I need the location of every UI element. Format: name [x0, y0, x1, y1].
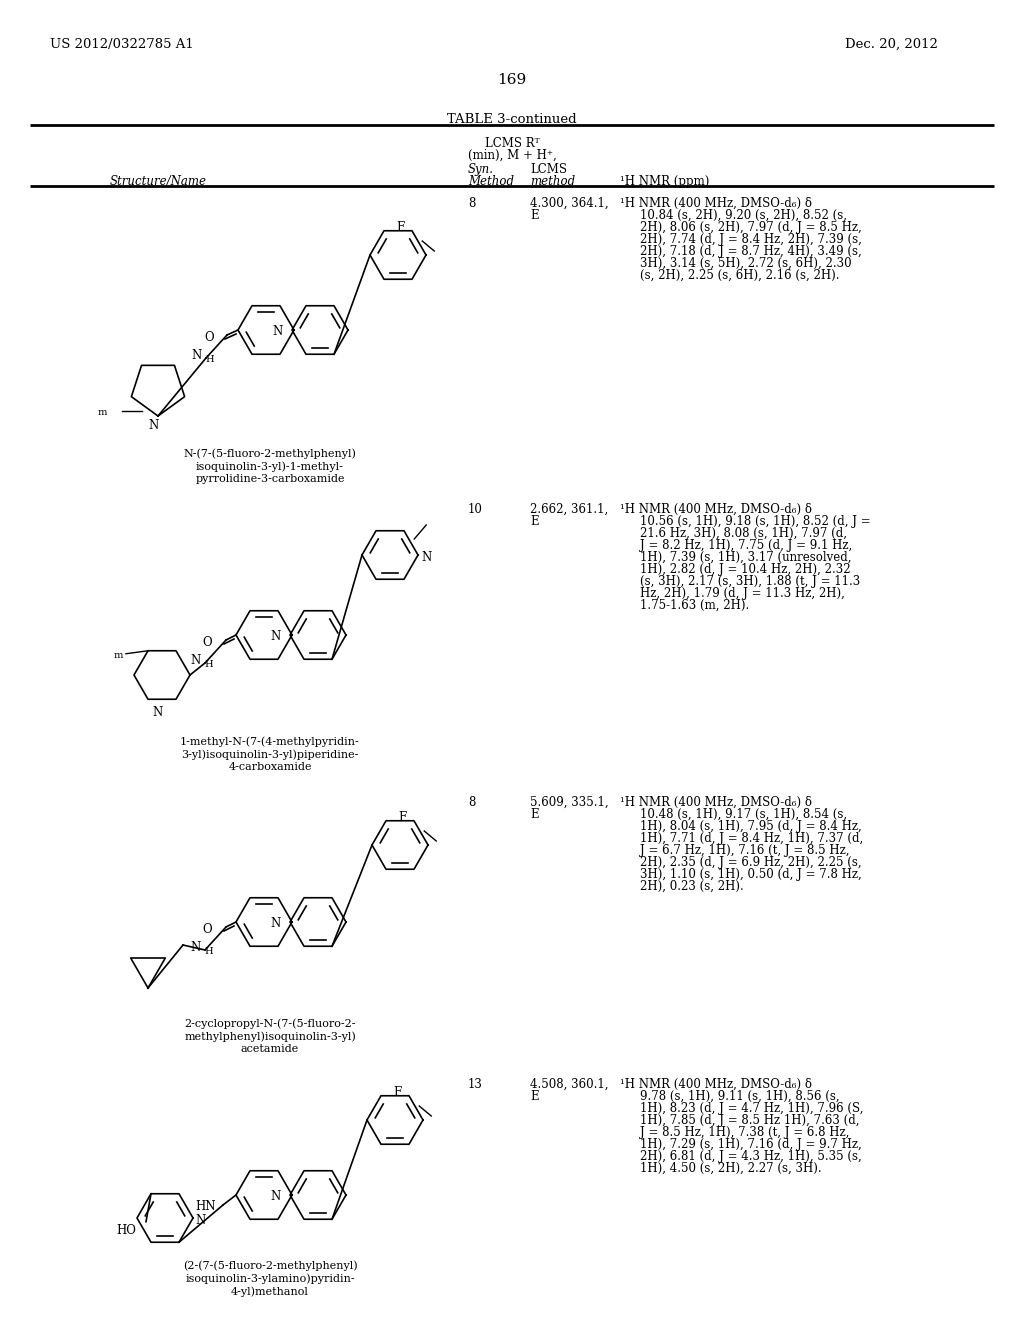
Text: isoquinolin-3-yl)-1-methyl-: isoquinolin-3-yl)-1-methyl- — [196, 461, 344, 471]
Text: F: F — [398, 810, 407, 824]
Text: N-(7-(5-fluoro-2-methylphenyl): N-(7-(5-fluoro-2-methylphenyl) — [183, 447, 356, 458]
Text: 4.508, 360.1,: 4.508, 360.1, — [530, 1078, 608, 1092]
Text: N: N — [271, 917, 282, 931]
Text: ¹H NMR (400 MHz, DMSO-d₆) δ: ¹H NMR (400 MHz, DMSO-d₆) δ — [620, 197, 812, 210]
Text: HO: HO — [116, 1224, 136, 1237]
Text: Syn.: Syn. — [468, 162, 494, 176]
Text: F: F — [393, 1086, 401, 1100]
Text: O: O — [203, 636, 212, 649]
Text: 2H), 7.18 (d, J = 8.7 Hz, 4H), 3.49 (s,: 2H), 7.18 (d, J = 8.7 Hz, 4H), 3.49 (s, — [640, 246, 862, 257]
Text: N: N — [195, 1214, 205, 1228]
Text: (s, 3H), 2.17 (s, 3H), 1.88 (t, J = 11.3: (s, 3H), 2.17 (s, 3H), 1.88 (t, J = 11.3 — [640, 576, 860, 587]
Text: N: N — [271, 630, 282, 643]
Text: N: N — [272, 325, 283, 338]
Text: 2H), 7.74 (d, J = 8.4 Hz, 2H), 7.39 (s,: 2H), 7.74 (d, J = 8.4 Hz, 2H), 7.39 (s, — [640, 234, 862, 246]
Text: N: N — [191, 348, 202, 362]
Text: H: H — [206, 355, 214, 364]
Text: H: H — [205, 660, 213, 669]
Text: 1H), 7.39 (s, 1H), 3.17 (unresolved,: 1H), 7.39 (s, 1H), 3.17 (unresolved, — [640, 550, 852, 564]
Text: ¹H NMR (400 MHz, DMSO-d₆) δ: ¹H NMR (400 MHz, DMSO-d₆) δ — [620, 503, 812, 516]
Text: 13: 13 — [468, 1078, 483, 1092]
Text: 2H), 2.35 (d, J = 6.9 Hz, 2H), 2.25 (s,: 2H), 2.35 (d, J = 6.9 Hz, 2H), 2.25 (s, — [640, 855, 861, 869]
Text: J = 8.5 Hz, 1H), 7.38 (t, J = 6.8 Hz,: J = 8.5 Hz, 1H), 7.38 (t, J = 6.8 Hz, — [640, 1126, 849, 1139]
Text: 1.75-1.63 (m, 2H).: 1.75-1.63 (m, 2H). — [640, 599, 750, 612]
Text: 9.78 (s, 1H), 9.11 (s, 1H), 8.56 (s,: 9.78 (s, 1H), 9.11 (s, 1H), 8.56 (s, — [640, 1090, 840, 1104]
Text: J = 6.7 Hz, 1H), 7.16 (t, J = 8.5 Hz,: J = 6.7 Hz, 1H), 7.16 (t, J = 8.5 Hz, — [640, 843, 850, 857]
Text: N: N — [421, 550, 431, 564]
Text: Dec. 20, 2012: Dec. 20, 2012 — [845, 38, 938, 51]
Text: F: F — [396, 220, 404, 234]
Text: 1H), 4.50 (s, 2H), 2.27 (s, 3H).: 1H), 4.50 (s, 2H), 2.27 (s, 3H). — [640, 1162, 821, 1175]
Text: methylphenyl)isoquinolin-3-yl): methylphenyl)isoquinolin-3-yl) — [184, 1031, 356, 1041]
Text: N: N — [148, 418, 159, 432]
Text: 2.662, 361.1,: 2.662, 361.1, — [530, 503, 608, 516]
Text: m: m — [114, 651, 123, 660]
Text: 21.6 Hz, 3H), 8.08 (s, 1H), 7.97 (d,: 21.6 Hz, 3H), 8.08 (s, 1H), 7.97 (d, — [640, 527, 847, 540]
Text: HN: HN — [196, 1200, 216, 1213]
Text: O: O — [203, 923, 212, 936]
Text: J = 8.2 Hz, 1H), 7.75 (d, J = 9.1 Hz,: J = 8.2 Hz, 1H), 7.75 (d, J = 9.1 Hz, — [640, 539, 852, 552]
Text: US 2012/0322785 A1: US 2012/0322785 A1 — [50, 38, 194, 51]
Text: acetamide: acetamide — [241, 1044, 299, 1053]
Text: 3-yl)isoquinolin-3-yl)piperidine-: 3-yl)isoquinolin-3-yl)piperidine- — [181, 748, 358, 759]
Text: 2H), 6.81 (d, J = 4.3 Hz, 1H), 5.35 (s,: 2H), 6.81 (d, J = 4.3 Hz, 1H), 5.35 (s, — [640, 1150, 862, 1163]
Text: E: E — [530, 1090, 539, 1104]
Text: Hz, 2H), 1.79 (d, J = 11.3 Hz, 2H),: Hz, 2H), 1.79 (d, J = 11.3 Hz, 2H), — [640, 587, 845, 601]
Text: 1-methyl-N-(7-(4-methylpyridin-: 1-methyl-N-(7-(4-methylpyridin- — [180, 737, 359, 747]
Text: 4-carboxamide: 4-carboxamide — [228, 762, 311, 772]
Text: 10.48 (s, 1H), 9.17 (s, 1H), 8.54 (s,: 10.48 (s, 1H), 9.17 (s, 1H), 8.54 (s, — [640, 808, 847, 821]
Text: ¹H NMR (400 MHz, DMSO-d₆) δ: ¹H NMR (400 MHz, DMSO-d₆) δ — [620, 1078, 812, 1092]
Text: 1H), 8.04 (s, 1H), 7.95 (d, J = 8.4 Hz,: 1H), 8.04 (s, 1H), 7.95 (d, J = 8.4 Hz, — [640, 820, 862, 833]
Text: (s, 2H), 2.25 (s, 6H), 2.16 (s, 2H).: (s, 2H), 2.25 (s, 6H), 2.16 (s, 2H). — [640, 269, 840, 282]
Text: 2-cyclopropyl-N-(7-(5-fluoro-2-: 2-cyclopropyl-N-(7-(5-fluoro-2- — [184, 1018, 355, 1028]
Text: 3H), 1.10 (s, 1H), 0.50 (d, J = 7.8 Hz,: 3H), 1.10 (s, 1H), 0.50 (d, J = 7.8 Hz, — [640, 869, 862, 880]
Text: H: H — [205, 946, 213, 956]
Text: 4.300, 364.1,: 4.300, 364.1, — [530, 197, 608, 210]
Text: O: O — [205, 331, 214, 345]
Text: 5.609, 335.1,: 5.609, 335.1, — [530, 796, 608, 809]
Text: pyrrolidine-3-carboxamide: pyrrolidine-3-carboxamide — [196, 474, 345, 484]
Text: 8: 8 — [468, 197, 475, 210]
Text: 10.56 (s, 1H), 9.18 (s, 1H), 8.52 (d, J =: 10.56 (s, 1H), 9.18 (s, 1H), 8.52 (d, J … — [640, 515, 870, 528]
Text: 1H), 7.71 (d, J = 8.4 Hz, 1H), 7.37 (d,: 1H), 7.71 (d, J = 8.4 Hz, 1H), 7.37 (d, — [640, 832, 863, 845]
Text: TABLE 3-continued: TABLE 3-continued — [447, 114, 577, 125]
Text: 2H), 0.23 (s, 2H).: 2H), 0.23 (s, 2H). — [640, 880, 743, 894]
Text: 8: 8 — [468, 796, 475, 809]
Text: E: E — [530, 808, 539, 821]
Text: m: m — [97, 408, 106, 417]
Text: LCMS Rᵀ: LCMS Rᵀ — [484, 137, 540, 150]
Text: 2H), 8.06 (s, 2H), 7.97 (d, J = 8.5 Hz,: 2H), 8.06 (s, 2H), 7.97 (d, J = 8.5 Hz, — [640, 220, 862, 234]
Text: N: N — [190, 653, 201, 667]
Text: E: E — [530, 209, 539, 222]
Text: (min), M + H⁺,: (min), M + H⁺, — [468, 149, 556, 162]
Text: 10: 10 — [468, 503, 483, 516]
Text: 1H), 7.85 (d, J = 8.5 Hz 1H), 7.63 (d,: 1H), 7.85 (d, J = 8.5 Hz 1H), 7.63 (d, — [640, 1114, 859, 1127]
Text: LCMS: LCMS — [530, 162, 567, 176]
Text: method: method — [530, 176, 575, 187]
Text: N: N — [190, 941, 201, 954]
Text: E: E — [530, 515, 539, 528]
Text: Structure/Name: Structure/Name — [110, 176, 207, 187]
Text: 4-yl)methanol: 4-yl)methanol — [231, 1286, 309, 1296]
Text: ¹H NMR (400 MHz, DMSO-d₆) δ: ¹H NMR (400 MHz, DMSO-d₆) δ — [620, 796, 812, 809]
Text: 169: 169 — [498, 73, 526, 87]
Text: isoquinolin-3-ylamino)pyridin-: isoquinolin-3-ylamino)pyridin- — [185, 1272, 354, 1283]
Text: 1H), 7.29 (s, 1H), 7.16 (d, J = 9.7 Hz,: 1H), 7.29 (s, 1H), 7.16 (d, J = 9.7 Hz, — [640, 1138, 862, 1151]
Text: Method: Method — [468, 176, 514, 187]
Text: ¹H NMR (ppm): ¹H NMR (ppm) — [620, 176, 710, 187]
Text: 1H), 2.82 (d, J = 10.4 Hz, 2H), 2.32: 1H), 2.82 (d, J = 10.4 Hz, 2H), 2.32 — [640, 564, 851, 576]
Text: (2-(7-(5-fluoro-2-methylphenyl): (2-(7-(5-fluoro-2-methylphenyl) — [182, 1261, 357, 1271]
Text: 10.84 (s, 2H), 9.20 (s, 2H), 8.52 (s,: 10.84 (s, 2H), 9.20 (s, 2H), 8.52 (s, — [640, 209, 847, 222]
Text: N: N — [153, 706, 163, 719]
Text: N: N — [271, 1191, 282, 1203]
Text: 1H), 8.23 (d, J = 4.7 Hz, 1H), 7.96 (S,: 1H), 8.23 (d, J = 4.7 Hz, 1H), 7.96 (S, — [640, 1102, 863, 1115]
Text: 3H), 3.14 (s, 5H), 2.72 (s, 6H), 2.30: 3H), 3.14 (s, 5H), 2.72 (s, 6H), 2.30 — [640, 257, 852, 271]
